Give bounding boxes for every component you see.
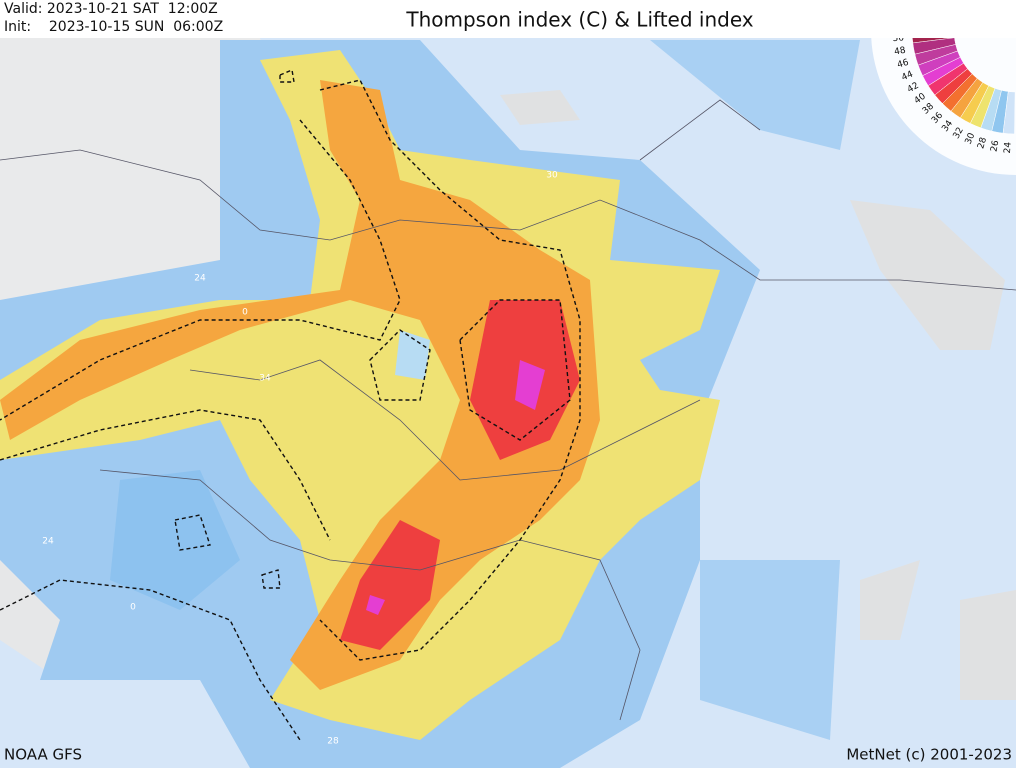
legend-label: 24	[1003, 141, 1014, 153]
valid-time: Valid: 2023-10-21 SAT 12:00Z	[4, 1, 218, 17]
legend-label: 30	[964, 131, 978, 146]
legend-swatch	[1002, 91, 1016, 135]
legend-label: 26	[989, 139, 1001, 152]
legend-label: 28	[976, 136, 989, 150]
contour-label: 24	[194, 274, 206, 284]
legend-label: 46	[896, 58, 910, 71]
lifted-index-contours	[0, 69, 581, 741]
legend-label: 42	[906, 81, 921, 95]
contour-label: 34	[259, 374, 271, 384]
map-title: Thompson index (C) & Lifted index	[405, 8, 753, 32]
legend-label: 48	[893, 46, 906, 58]
legend-label: 50	[892, 33, 904, 44]
borders	[0, 99, 1016, 721]
contour-label: 28	[327, 737, 339, 747]
contour-label: 0	[242, 308, 248, 318]
credit: MetNet (c) 2001-2023	[846, 746, 1012, 764]
contour-label: 24	[42, 537, 54, 547]
init-time: Init: 2023-10-15 SUN 06:00Z	[4, 19, 223, 35]
contour-label: 0	[130, 603, 136, 613]
header-bar	[0, 0, 1016, 38]
contour-labels: 30 24 0 34 24 0 28	[42, 171, 558, 747]
legend-label: 44	[900, 69, 915, 83]
data-source: NOAA GFS	[4, 746, 82, 764]
contour-label: 30	[546, 171, 558, 181]
legend-label: 32	[952, 126, 966, 141]
